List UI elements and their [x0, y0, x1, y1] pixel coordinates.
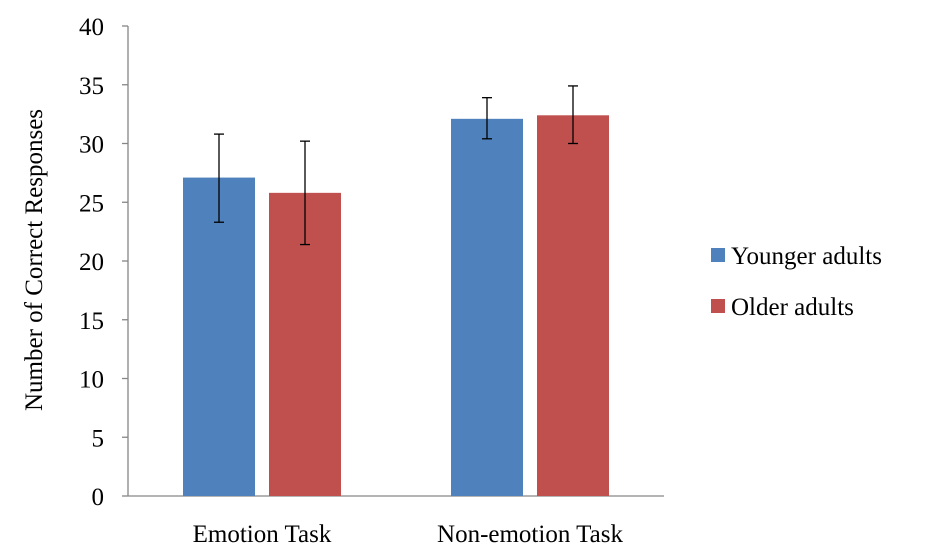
legend-label: Older adults: [731, 294, 854, 321]
x-tick-label: Non-emotion Task: [437, 521, 623, 548]
y-tick-label: 0: [92, 484, 105, 511]
y-tick-label: 5: [92, 425, 105, 452]
y-tick-label: 15: [79, 308, 104, 335]
legend-swatch: [711, 248, 725, 262]
bar: [537, 115, 609, 497]
legend-label: Younger adults: [731, 243, 882, 270]
bar: [451, 118, 523, 496]
y-tick-label: 25: [79, 190, 104, 217]
y-tick-label: 30: [79, 132, 104, 159]
x-tick-label: Emotion Task: [193, 521, 332, 548]
legend-swatch: [711, 299, 725, 313]
bar: [183, 177, 255, 496]
y-tick-label: 10: [79, 367, 104, 394]
y-tick-label: 20: [79, 249, 104, 276]
legend: Younger adults Older adults: [711, 243, 882, 321]
plot-area: 0 5 10 15 20 25 30 35 40 Emotion Task Non-emotion …: [79, 14, 664, 548]
y-axis-title: Number of Correct Responses: [21, 109, 48, 411]
y-tick-label: 40: [79, 14, 104, 41]
y-tick-label: 35: [79, 73, 104, 100]
